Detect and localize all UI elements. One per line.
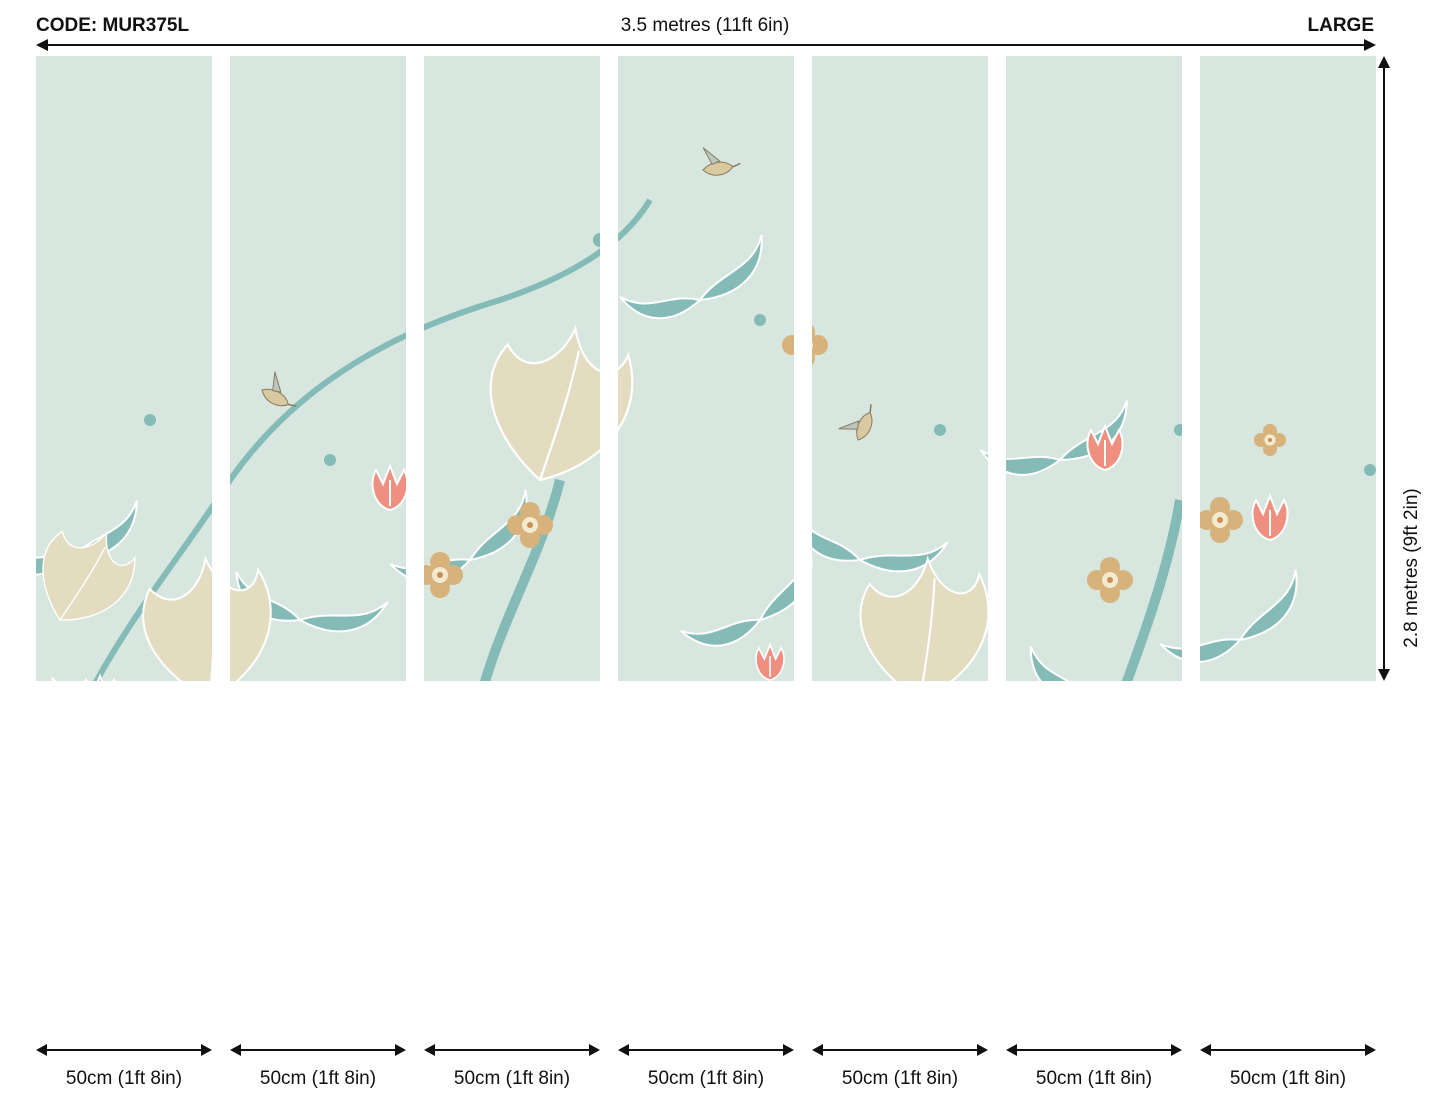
panel-6-width-label: 50cm (1ft 8in): [1035, 1068, 1153, 1089]
panel-1-width-label: 50cm (1ft 8in): [65, 1068, 183, 1089]
panel-4-width-label: 50cm (1ft 8in): [647, 1068, 765, 1089]
panel-width-arrow: [36, 1044, 212, 1056]
panel-5-width-label: 50cm (1ft 8in): [841, 1068, 959, 1089]
panel-7-width-label: 50cm (1ft 8in): [1229, 1068, 1347, 1089]
panel-width-arrow: [618, 1044, 794, 1056]
size-label: LARGE: [1307, 15, 1375, 36]
panel-width-arrow: [230, 1044, 406, 1056]
panel-width-arrow: [424, 1044, 600, 1056]
panel-3-width-label: 50cm (1ft 8in): [453, 1068, 571, 1089]
panel-2-width-label: 50cm (1ft 8in): [259, 1068, 377, 1089]
panel-width-arrow: [812, 1044, 988, 1056]
panel-width-arrow: [1006, 1044, 1182, 1056]
panel-width-arrow: [1200, 1044, 1376, 1056]
total-width-label: 3.5 metres (11ft 6in): [620, 15, 790, 36]
height-dimension-arrow: [1378, 56, 1390, 681]
product-code: CODE: MUR375L: [36, 15, 190, 36]
width-dimension-arrow: [36, 39, 1376, 51]
